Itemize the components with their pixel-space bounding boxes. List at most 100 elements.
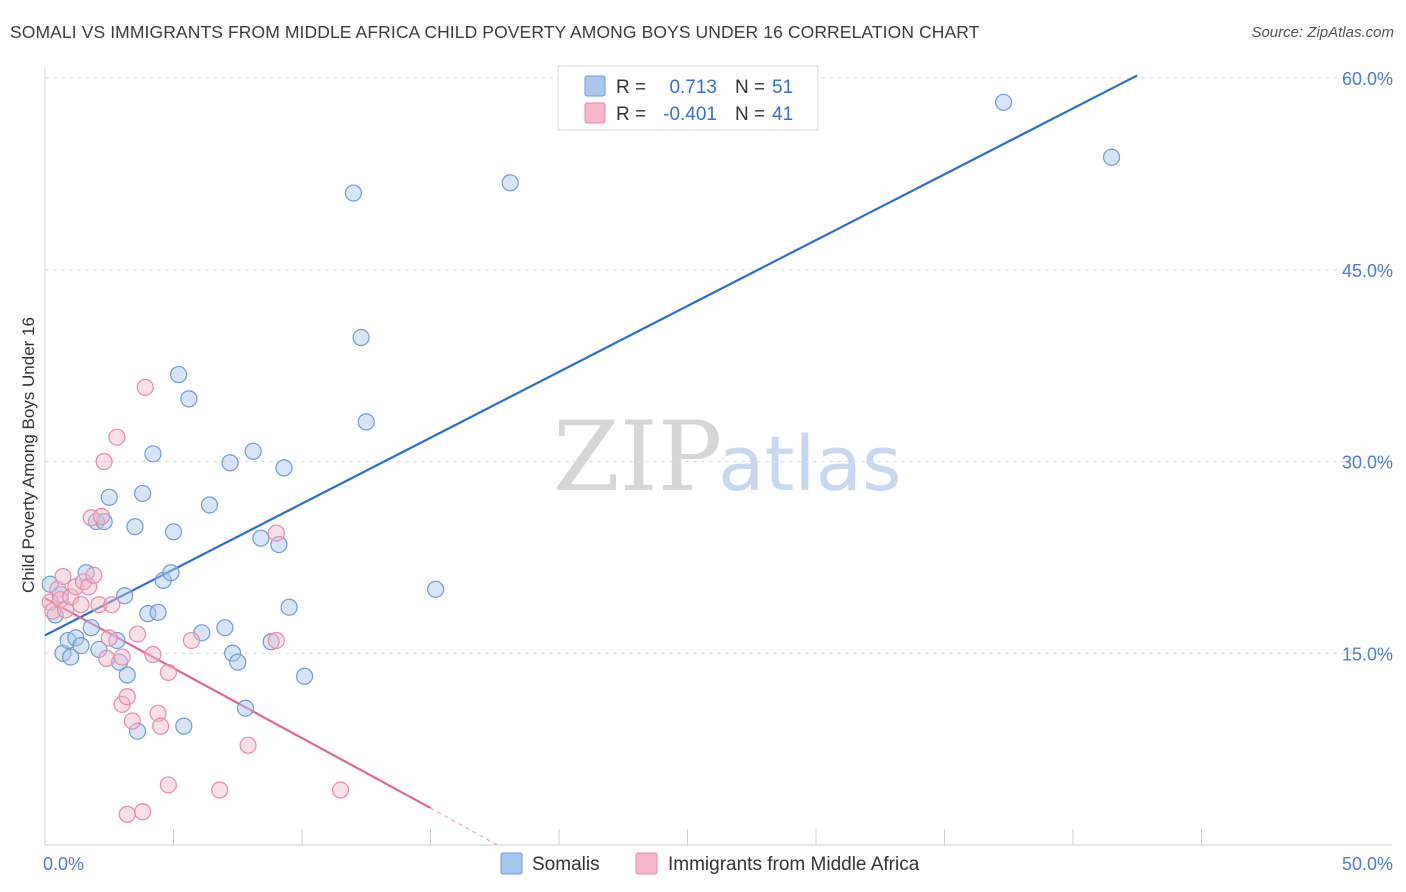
legend-n-label-0: N =: [735, 77, 765, 98]
data-point: [180, 390, 198, 408]
data-point: [144, 445, 162, 463]
data-point: [331, 781, 350, 799]
trend-line-pink: [44, 597, 432, 809]
x-tick-labels: 0.0% 50.0%: [43, 854, 1393, 874]
data-point: [239, 736, 257, 754]
bottom-legend-swatch-middle-africa: [635, 852, 658, 875]
data-point: [134, 484, 152, 503]
data-point: [221, 454, 239, 472]
data-point: [123, 712, 141, 730]
data-point: [224, 644, 242, 662]
data-point: [344, 184, 362, 202]
legend-n-value-0: 51: [772, 77, 793, 98]
data-point: [357, 413, 375, 431]
legend-r-value-0: 0.713: [669, 77, 717, 98]
data-point: [108, 428, 126, 446]
data-point: [159, 663, 177, 682]
axes: [44, 68, 1392, 846]
data-point: [136, 378, 154, 396]
data-point: [352, 328, 370, 347]
y-tick-label: 45.0%: [1342, 261, 1393, 281]
y-axis-label: Child Poverty Among Boys Under 16: [19, 317, 38, 593]
data-point: [54, 644, 72, 662]
data-point: [427, 580, 445, 598]
data-point: [170, 365, 188, 384]
data-point: [995, 93, 1013, 111]
data-point: [95, 452, 113, 471]
data-point: [134, 803, 152, 821]
data-point: [100, 488, 118, 506]
legend-r-label-1: R =: [616, 104, 646, 125]
trend-line-blue: [44, 74, 1138, 637]
y-tick-label: 15.0%: [1342, 644, 1393, 664]
data-point: [275, 459, 293, 477]
legend-r-value-1: -0.401: [663, 104, 717, 125]
data-point: [116, 587, 134, 605]
y-tick-label: 30.0%: [1342, 453, 1393, 473]
x-tick-label: 0.0%: [43, 854, 84, 874]
bottom-legend: Somalis Immigrants from Middle Africa: [500, 852, 920, 875]
data-point: [501, 174, 519, 192]
data-point: [118, 666, 136, 684]
data-point: [56, 601, 75, 619]
data-point: [49, 580, 67, 598]
data-point: [152, 717, 170, 735]
data-point: [92, 507, 111, 526]
data-point: [74, 573, 93, 591]
data-point: [280, 598, 298, 616]
x-tick-label: 50.0%: [1342, 854, 1393, 874]
watermark-zip: ZIP: [553, 401, 722, 513]
data-point: [98, 649, 116, 667]
top-legend: R = 0.713 N = 51 R = -0.401 N = 41: [557, 65, 819, 131]
series-middle-africa: [41, 378, 350, 823]
data-point: [216, 619, 234, 637]
data-point: [62, 648, 80, 666]
data-point: [126, 518, 144, 536]
data-point: [113, 648, 131, 666]
data-point: [54, 567, 72, 586]
y-tick-labels: 15.0% 30.0% 45.0% 60.0%: [1342, 69, 1393, 664]
data-point: [236, 699, 255, 717]
data-point: [1102, 148, 1121, 166]
data-point: [175, 717, 193, 735]
data-point: [90, 596, 108, 614]
data-point: [164, 523, 183, 541]
trend-line-dashed-pink: [430, 807, 498, 846]
data-point: [72, 596, 90, 614]
data-point: [103, 596, 121, 614]
source-label: Source: ZipAtlas.com: [1251, 24, 1394, 41]
data-point: [295, 667, 314, 685]
data-point: [51, 590, 70, 609]
data-point: [72, 636, 90, 655]
bottom-legend-somalis: Somalis: [532, 854, 600, 875]
data-point: [128, 722, 147, 740]
legend-r-label-0: R =: [616, 77, 646, 98]
data-point: [200, 496, 219, 514]
legend-n-value-1: 41: [772, 104, 793, 125]
legend-swatch-somalis: [584, 75, 606, 97]
data-point: [267, 524, 285, 542]
data-points: [41, 93, 1121, 823]
data-point: [118, 805, 136, 823]
gridlines: [45, 77, 1392, 654]
chart-title: SOMALI VS IMMIGRANTS FROM MIDDLE AFRICA …: [10, 22, 980, 42]
data-point: [267, 631, 285, 650]
watermark: ZIP atlas: [553, 401, 902, 513]
data-point: [252, 529, 270, 547]
trend-lines: [44, 74, 1138, 846]
data-point: [149, 603, 167, 621]
data-point: [85, 566, 103, 584]
data-point: [149, 704, 167, 722]
watermark-atlas: atlas: [718, 419, 902, 508]
data-point: [229, 653, 247, 671]
y-tick-label: 60.0%: [1342, 69, 1393, 89]
data-point: [211, 781, 229, 799]
data-point: [244, 442, 262, 460]
bottom-legend-swatch-somalis: [500, 852, 523, 875]
data-point: [162, 564, 180, 582]
data-point: [100, 629, 118, 647]
bottom-legend-middle-africa: Immigrants from Middle Africa: [668, 854, 920, 875]
data-point: [118, 688, 136, 706]
data-point: [182, 631, 201, 650]
